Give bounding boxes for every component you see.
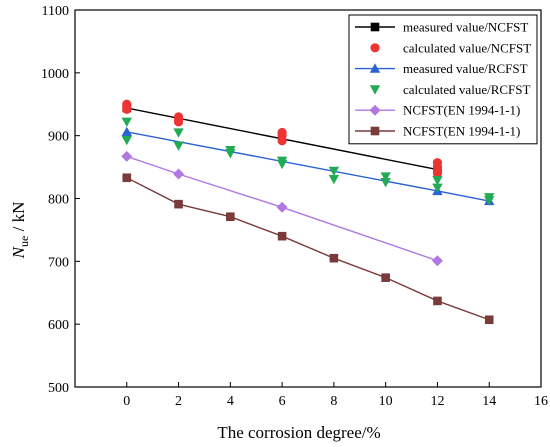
data-point — [484, 315, 494, 325]
series-line — [126, 155, 438, 262]
legend-label: measured value/NCFST — [403, 20, 528, 35]
x-tick-label: 10 — [379, 394, 393, 409]
x-tick-label: 12 — [430, 394, 444, 409]
legend-box — [348, 14, 538, 145]
data-point — [328, 174, 340, 185]
data-point — [432, 183, 443, 194]
data-point — [121, 150, 133, 162]
legend-item: NCFST(EN 1994-1-1) — [355, 103, 520, 118]
x-axis: 0 2 4 6 8 10 12 14 16 — [123, 382, 548, 409]
data-point — [122, 173, 132, 183]
legend-item: measured value/RCFST — [355, 61, 528, 76]
data-point — [174, 199, 183, 209]
legend-item: calculated value/RCFST — [369, 82, 531, 97]
x-tick-label: 14 — [482, 394, 496, 409]
legend-marker — [369, 104, 381, 116]
data-point — [173, 117, 184, 127]
series-4 — [121, 117, 495, 206]
data-point — [277, 231, 287, 241]
data-point — [277, 136, 287, 146]
x-tick-label: 16 — [534, 394, 548, 409]
data-point — [173, 141, 184, 151]
data-point — [432, 176, 443, 186]
legend-label: calculated value/NCFST — [403, 40, 531, 55]
data-point — [484, 196, 495, 206]
data-point — [121, 135, 132, 146]
legend-label: NCFST(EN 1994-1-1) — [403, 124, 520, 139]
legend-label: measured value/RCFST — [403, 61, 528, 76]
series-layer — [121, 99, 495, 325]
x-tick-label: 6 — [279, 394, 286, 409]
legend-marker — [370, 22, 380, 32]
data-point — [226, 212, 235, 222]
series-5 — [121, 150, 443, 267]
data-point — [433, 296, 442, 306]
y-tick-label: 1100 — [42, 4, 69, 19]
data-point — [121, 126, 132, 137]
y-axis-label-rest: / kN — [9, 202, 28, 236]
x-tick-label: 8 — [330, 394, 337, 409]
y-axis: 500 600 700 800 900 1000 1100 — [41, 4, 80, 396]
y-tick-label: 900 — [48, 130, 69, 145]
legend-item: NCFST(EN 1994-1-1) — [355, 124, 520, 139]
y-axis-label: Nue / kN — [9, 202, 31, 260]
data-point — [431, 255, 443, 267]
x-tick-label: 4 — [227, 394, 234, 409]
series-line — [126, 177, 490, 321]
data-point — [432, 168, 443, 178]
legend-marker — [370, 43, 380, 53]
legend-label: calculated value/RCFST — [403, 82, 531, 97]
data-point — [173, 128, 184, 138]
y-tick-label: 700 — [48, 255, 69, 270]
y-tick-label: 600 — [48, 318, 69, 333]
y-tick-label: 800 — [48, 193, 69, 208]
y-axis-label-sub: ue — [17, 236, 31, 247]
data-point — [381, 273, 390, 282]
legend-item: measured value/NCFST — [355, 20, 528, 35]
data-point — [380, 172, 391, 182]
x-axis-label: The corrosion degree/% — [217, 423, 380, 442]
data-point — [276, 159, 288, 170]
legend-marker — [370, 126, 380, 136]
data-point — [328, 166, 340, 177]
data-point — [173, 168, 185, 180]
data-point — [225, 149, 236, 159]
x-tick-label: 0 — [123, 394, 130, 409]
legend-item: calculated value/NCFST — [370, 40, 531, 55]
legend-label: NCFST(EN 1994-1-1) — [403, 103, 520, 118]
legend: measured value/NCFST calculated value/NCF… — [348, 14, 538, 145]
x-tick-label: 2 — [175, 394, 182, 409]
y-tick-label: 1000 — [41, 67, 69, 82]
data-point — [329, 253, 339, 263]
data-point — [380, 178, 391, 188]
series-2 — [122, 99, 443, 178]
data-point — [276, 201, 288, 213]
legend-marker — [369, 63, 381, 73]
data-point — [121, 117, 132, 128]
legend-marker — [369, 85, 381, 95]
y-tick-label: 500 — [48, 381, 69, 396]
data-point — [122, 104, 132, 114]
series-6 — [122, 173, 494, 325]
y-axis-label-main: N — [9, 245, 28, 259]
